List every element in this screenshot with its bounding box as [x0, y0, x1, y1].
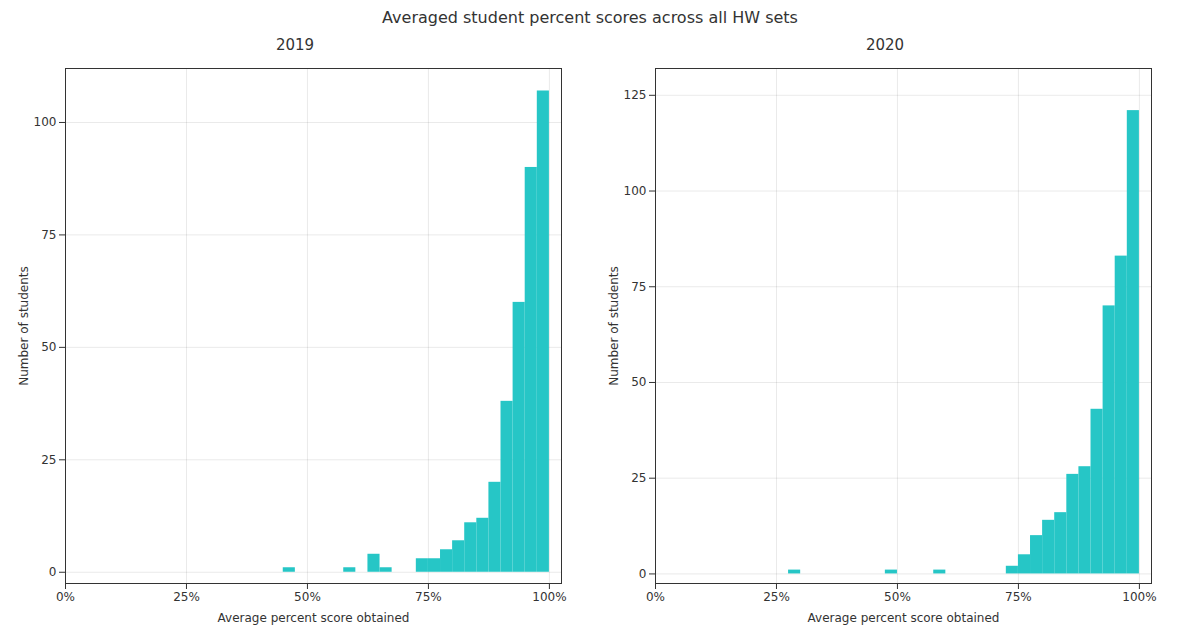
svg-text:25%: 25%	[173, 590, 200, 604]
svg-text:75%: 75%	[415, 590, 442, 604]
svg-text:25: 25	[41, 453, 56, 467]
svg-text:75: 75	[631, 280, 646, 294]
svg-text:Number of students: Number of students	[17, 266, 31, 386]
html-text:2019: 2019	[275, 36, 315, 54]
html-text:Averaged student percent score: Averaged student percent scores across a…	[382, 8, 798, 27]
svg-text:0%: 0%	[56, 590, 75, 604]
svg-text:100: 100	[624, 184, 647, 198]
svg-text:0: 0	[49, 565, 57, 579]
svg-text:Number of students: Number of students	[607, 266, 621, 386]
svg-text:100%: 100%	[1122, 590, 1156, 604]
svg-text:50: 50	[41, 340, 56, 354]
svg-text:0: 0	[639, 567, 647, 581]
svg-text:25%: 25%	[763, 590, 790, 604]
svg-text:0%: 0%	[646, 590, 665, 604]
svg-text:50%: 50%	[294, 590, 321, 604]
svg-text:50%: 50%	[884, 590, 911, 604]
svg-text:50: 50	[631, 375, 646, 389]
svg-text:125: 125	[624, 88, 647, 102]
html-text:2020: 2020	[865, 36, 905, 54]
svg-text:Average percent score obtained: Average percent score obtained	[808, 611, 1000, 625]
svg-text:75: 75	[41, 228, 56, 242]
svg-text:Average percent score obtained: Average percent score obtained	[218, 611, 410, 625]
svg-text:100: 100	[34, 115, 57, 129]
svg-text:100%: 100%	[532, 590, 566, 604]
svg-text:75%: 75%	[1005, 590, 1032, 604]
svg-text:25: 25	[631, 471, 646, 485]
